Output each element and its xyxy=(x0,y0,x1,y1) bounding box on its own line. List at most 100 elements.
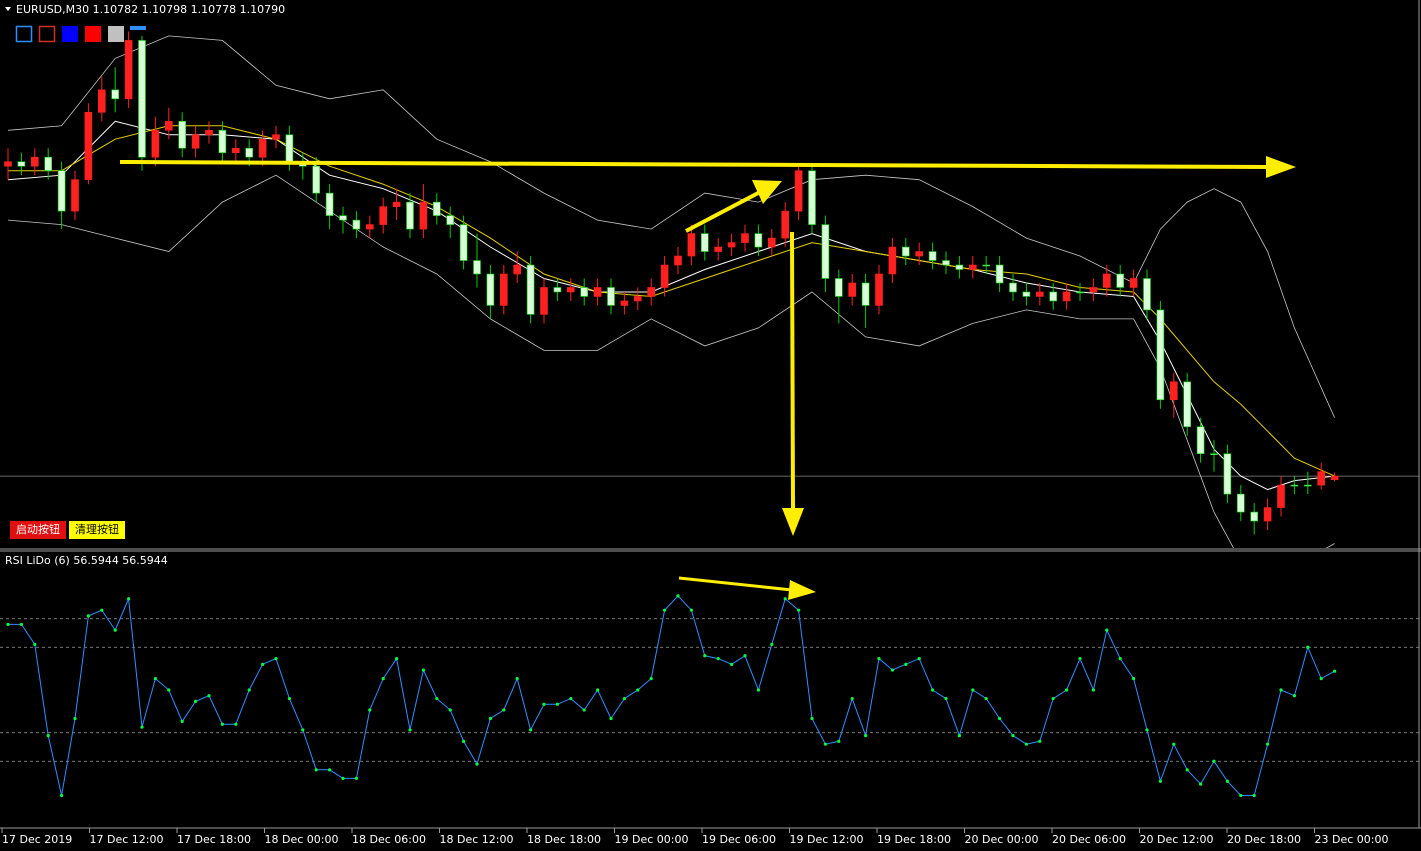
candle-body xyxy=(473,260,481,275)
swatch[interactable] xyxy=(85,26,101,42)
chart-title: EURUSD,M30 1.10782 1.10798 1.10778 1.107… xyxy=(16,3,285,16)
arrow-shaft xyxy=(790,231,795,511)
rsi-point xyxy=(555,702,560,706)
candle-body xyxy=(432,201,441,216)
candle-body xyxy=(687,233,696,257)
rsi-point xyxy=(287,696,291,701)
rsi-point xyxy=(596,688,600,692)
candle-body xyxy=(580,287,589,297)
candle-body xyxy=(1223,453,1232,495)
rsi-point xyxy=(46,734,50,738)
time-label: 19 Dec 18:00 xyxy=(877,833,951,846)
rsi-point xyxy=(395,657,399,661)
rsi-point xyxy=(408,728,412,732)
rsi-point xyxy=(261,662,265,666)
rsi-point xyxy=(1319,676,1323,681)
rsi-point xyxy=(864,734,868,738)
start-button[interactable] xyxy=(10,521,66,539)
candle-body xyxy=(138,40,146,158)
swatch[interactable] xyxy=(38,25,56,43)
rsi-point xyxy=(113,628,117,632)
time-label: 17 Dec 2019 xyxy=(2,833,72,846)
rsi-point xyxy=(1292,694,1296,698)
candle-body xyxy=(674,255,682,266)
candle-body xyxy=(178,120,186,149)
rsi-point xyxy=(609,716,613,721)
rsi-point xyxy=(703,654,707,658)
candle-body xyxy=(513,264,522,275)
arrow-shaft xyxy=(678,576,793,592)
start-button-label[interactable]: 启动按钮 xyxy=(16,522,60,536)
rsi-point xyxy=(435,696,439,701)
rsi-point xyxy=(582,708,586,712)
candle-body xyxy=(1036,291,1044,297)
rsi-point xyxy=(1078,657,1082,661)
swatch[interactable] xyxy=(15,25,33,43)
candle-body xyxy=(1330,475,1339,481)
candle-body xyxy=(781,210,790,239)
candle-body xyxy=(821,224,830,279)
time-label: 18 Dec 12:00 xyxy=(440,833,514,846)
candle-body xyxy=(57,170,66,212)
candle-body xyxy=(124,40,133,100)
candle-body xyxy=(312,165,321,194)
rsi-point xyxy=(1158,779,1162,783)
rsi-line xyxy=(8,595,1335,796)
candle-body xyxy=(834,278,843,297)
rsi-point xyxy=(1172,742,1176,746)
rsi-title: RSI LiDo (6) 56.5944 56.5944 xyxy=(5,554,168,567)
time-label: 18 Dec 06:00 xyxy=(352,833,426,846)
rsi-point xyxy=(1011,734,1015,738)
arrow-head xyxy=(782,508,804,536)
rsi-point xyxy=(247,688,251,692)
rsi-point xyxy=(462,739,466,743)
candle-body xyxy=(1183,381,1191,428)
time-label: 19 Dec 12:00 xyxy=(790,833,864,846)
rsi-point xyxy=(1185,768,1189,772)
candle-body xyxy=(1143,278,1151,311)
candle-body xyxy=(1089,287,1098,293)
clear-button-label[interactable]: 清理按钮 xyxy=(75,522,119,536)
rsi-point xyxy=(180,719,184,723)
rsi-point xyxy=(770,642,774,646)
rsi-point xyxy=(730,662,734,666)
rsi-point xyxy=(837,739,841,743)
rsi-point xyxy=(797,608,801,612)
overlay-line xyxy=(8,125,1335,477)
clear-button[interactable] xyxy=(69,521,125,539)
arrow-shaft xyxy=(685,189,763,233)
rsi-point xyxy=(877,657,881,661)
candle-body xyxy=(754,233,763,248)
swatch[interactable] xyxy=(62,26,78,42)
rsi-point xyxy=(1225,779,1229,783)
candle-body xyxy=(459,224,468,261)
overlay-line xyxy=(7,174,1335,548)
candle-body xyxy=(888,246,897,275)
rsi-point xyxy=(100,608,104,612)
rsi-point xyxy=(890,668,895,672)
swatch[interactable] xyxy=(130,26,146,30)
rsi-point xyxy=(1252,793,1256,798)
rsi-point xyxy=(368,708,372,712)
rsi-point xyxy=(207,694,211,698)
time-label: 20 Dec 12:00 xyxy=(1140,833,1214,846)
candle-body xyxy=(151,129,160,158)
time-label: 18 Dec 18:00 xyxy=(527,833,601,846)
candle-body xyxy=(446,215,455,225)
rsi-point xyxy=(984,696,988,701)
candle-body xyxy=(540,287,548,315)
candle-body xyxy=(191,134,200,149)
candle-body xyxy=(1009,282,1017,293)
menu-triangle[interactable] xyxy=(5,7,11,11)
rsi-point xyxy=(944,696,948,701)
rsi-point xyxy=(1105,628,1109,632)
rsi-point xyxy=(1132,676,1136,681)
rsi-point xyxy=(328,768,332,772)
candle-body xyxy=(205,129,213,136)
rsi-point xyxy=(515,676,519,681)
time-axis: 17 Dec 2019 17 Dec 12:00 17 Dec 18:00 18 De… xyxy=(1,828,1388,846)
swatch[interactable] xyxy=(108,26,124,42)
candle-body xyxy=(1290,484,1299,487)
rsi-point xyxy=(743,654,747,658)
